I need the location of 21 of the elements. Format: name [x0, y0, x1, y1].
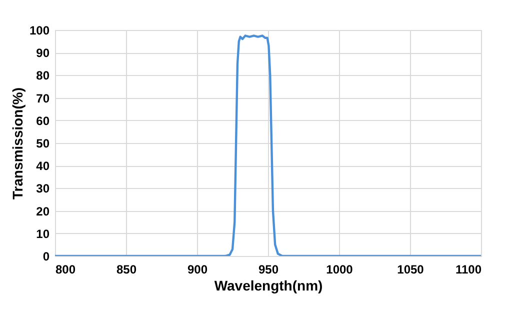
x-axis-title: Wavelength(nm): [214, 278, 323, 294]
y-tick-label: 50: [36, 136, 50, 150]
x-tick-label: 1100: [455, 262, 482, 276]
x-tick-label: 800: [56, 262, 76, 276]
x-tick-label: 1050: [397, 262, 424, 276]
x-tick-label: 850: [116, 262, 137, 276]
x-tick-label: 900: [187, 262, 208, 276]
y-tick-label: 30: [36, 182, 50, 196]
y-axis-title: Transmission(%): [9, 87, 26, 200]
y-tick-label: 60: [36, 114, 50, 128]
y-tick-label: 80: [36, 68, 50, 83]
x-tick-label: 1000: [326, 262, 354, 276]
y-tick-label: 70: [36, 91, 50, 106]
y-tick-label: 90: [36, 46, 50, 60]
line-series: [55, 34, 481, 256]
y-tick-label: 100: [29, 24, 50, 38]
y-tick-label: 10: [36, 226, 50, 241]
y-tick-label: 40: [36, 159, 50, 174]
y-tick-label: 20: [36, 204, 50, 218]
y-tick-label: 0: [42, 250, 50, 264]
x-tick-label: 950: [258, 262, 279, 276]
